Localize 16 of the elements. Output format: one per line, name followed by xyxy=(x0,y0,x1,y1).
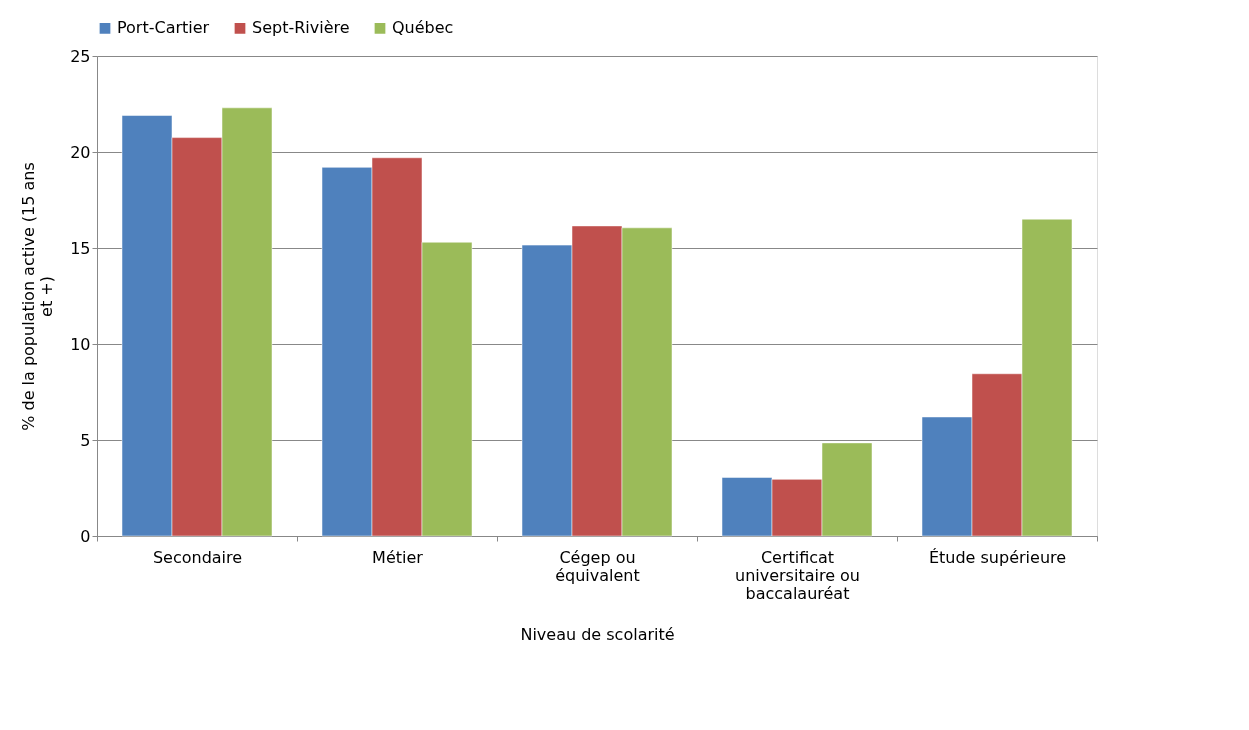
y-tick-label: 20 xyxy=(70,142,91,162)
x-tick-label: Secondaire xyxy=(152,547,243,567)
y-tick-label: 0 xyxy=(80,526,91,546)
legend-label: Sept-Rivière xyxy=(252,18,350,38)
x-tick-label: Cégep ou équivalent xyxy=(555,547,640,585)
y-tick-label: 15 xyxy=(70,238,91,258)
y-axis-title: % de la population active (15 ans et +) xyxy=(19,162,57,431)
legend-label: Port-Cartier xyxy=(117,18,210,38)
legend-label: Québec xyxy=(392,18,454,38)
y-tick-label: 25 xyxy=(70,46,91,66)
y-tick-label: 5 xyxy=(80,430,91,450)
x-tick-label: Certificat universitaire ou baccalauréat xyxy=(734,547,861,603)
y-tick-label: 10 xyxy=(70,334,91,354)
x-tick-label: Métier xyxy=(372,547,424,567)
x-axis-title: Niveau de scolarité xyxy=(520,624,675,644)
x-tick-label: Étude supérieure xyxy=(928,547,1067,567)
